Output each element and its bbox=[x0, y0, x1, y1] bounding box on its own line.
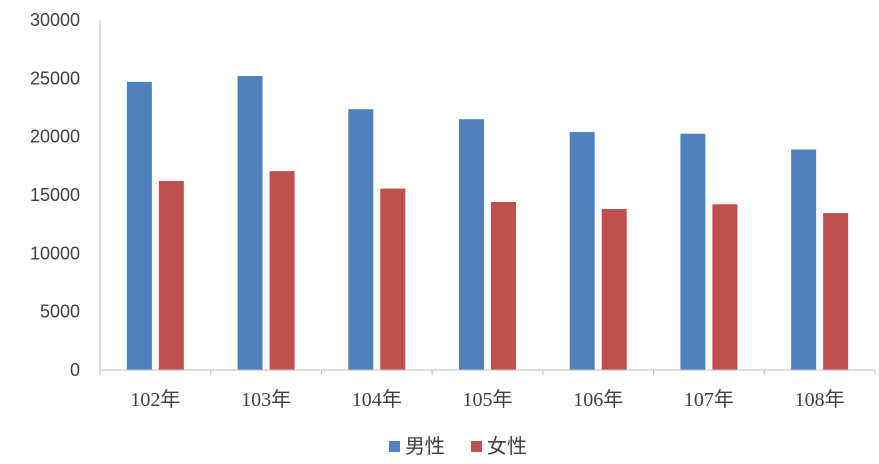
x-tick-label: 103年 bbox=[241, 388, 291, 411]
x-axis: 102年 103年 104年 105年 106年 107年 108年 bbox=[99, 369, 876, 411]
bar-male bbox=[791, 149, 817, 370]
bar-male bbox=[348, 109, 374, 370]
x-tick-label: 104年 bbox=[352, 388, 402, 411]
bar-female bbox=[380, 188, 406, 370]
bars bbox=[126, 76, 849, 371]
bar-female bbox=[158, 181, 184, 370]
bar-female bbox=[712, 204, 738, 370]
bar-female bbox=[823, 213, 849, 370]
y-tick-label: 15000 bbox=[30, 185, 80, 205]
bar-female bbox=[601, 209, 627, 370]
bar-male bbox=[126, 81, 152, 370]
x-tick-label: 108年 bbox=[795, 388, 845, 411]
legend-label: 女性 bbox=[487, 434, 527, 458]
y-tick-label: 10000 bbox=[30, 243, 80, 263]
bar-female bbox=[491, 202, 516, 370]
bar-male bbox=[569, 132, 595, 370]
legend-label: 男性 bbox=[405, 434, 445, 458]
x-tick-label: 106年 bbox=[573, 388, 623, 411]
y-tick-label: 20000 bbox=[30, 127, 80, 147]
bar-male bbox=[680, 133, 706, 370]
bar-male bbox=[237, 76, 263, 370]
y-tick-label: 30000 bbox=[30, 10, 80, 30]
bar-male bbox=[459, 119, 484, 371]
legend: 男性 女性 bbox=[389, 434, 527, 458]
y-axis: 0 5000 10000 15000 20000 25000 30000 bbox=[30, 10, 101, 380]
y-tick-label: 0 bbox=[70, 360, 80, 380]
bar-female bbox=[269, 171, 295, 370]
legend-swatch bbox=[471, 441, 482, 452]
y-tick-label: 5000 bbox=[40, 302, 80, 322]
x-tick-label: 105年 bbox=[463, 388, 513, 411]
legend-swatch bbox=[389, 441, 400, 452]
x-tick-label: 107年 bbox=[684, 388, 734, 411]
y-tick-label: 25000 bbox=[30, 68, 80, 88]
x-tick-label: 102年 bbox=[130, 388, 180, 411]
